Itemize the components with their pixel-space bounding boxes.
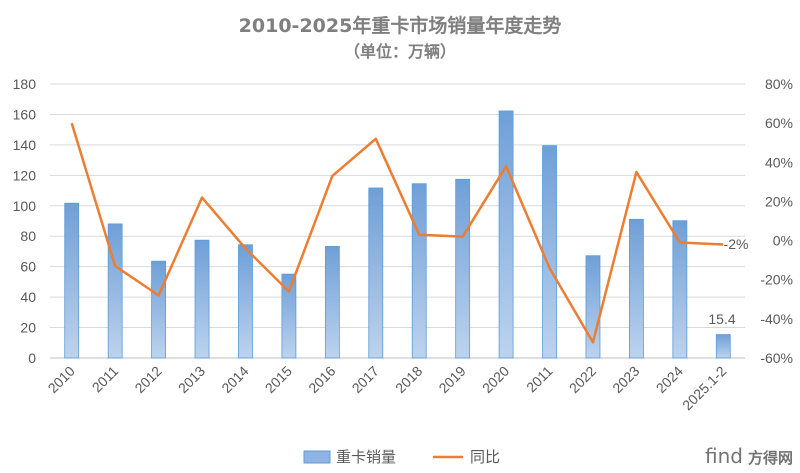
bar: [281, 273, 297, 359]
bar: [498, 110, 514, 359]
x-tick-label: 2016: [305, 363, 338, 396]
y-right-tick-label: 40%: [765, 154, 793, 170]
x-tick-label: 2025.1-2: [679, 363, 730, 414]
x-tick-label: 2011: [523, 363, 556, 396]
legend-line-label: 同比: [470, 448, 500, 466]
x-tick-label: 2017: [349, 363, 382, 396]
y-left-tick-label: 80: [20, 228, 36, 244]
bar: [542, 145, 557, 359]
bar: [715, 334, 731, 359]
y-right-tick-label: -60%: [760, 350, 793, 366]
watermark: find 方得网: [705, 444, 793, 468]
bar: [107, 223, 123, 359]
y-left-tick-label: 40: [20, 289, 36, 305]
bar: [194, 239, 210, 359]
line-path: [70, 122, 724, 344]
bar: [455, 178, 471, 359]
legend-bar-label: 重卡销量: [336, 448, 396, 466]
x-tick-label: 2010: [44, 363, 77, 396]
y-right-tick-label: 20%: [765, 193, 793, 209]
y-right-tick-label: 80%: [765, 76, 793, 92]
y-left-tick-label: 0: [28, 350, 36, 366]
bar: [238, 244, 253, 359]
x-tick-label: 2023: [609, 363, 642, 396]
bar: [324, 246, 340, 359]
y-left-tick-label: 120: [13, 167, 37, 183]
y-left-tick-label: 180: [13, 76, 37, 92]
bar: [411, 183, 427, 359]
legend: 重卡销量 同比: [303, 448, 500, 466]
bar: [64, 202, 80, 359]
watermark-site: 方得网: [748, 449, 793, 467]
y-right-tick-label: 0%: [773, 233, 793, 249]
x-tick-label: 2022: [566, 363, 599, 396]
x-tick-label: 2018: [392, 363, 425, 396]
y-right-tick-label: 60%: [765, 115, 793, 131]
x-tick-label: 2015: [262, 363, 295, 396]
legend-bar-swatch: [303, 450, 331, 464]
y-left-tick-label: 140: [13, 137, 37, 153]
x-tick-label: 2024: [653, 363, 686, 396]
bar: [151, 260, 166, 359]
y-left-tick-label: 60: [20, 259, 36, 275]
bar: [672, 220, 688, 359]
line-series: [70, 122, 724, 344]
data-label-last-line: -2%: [724, 236, 749, 252]
watermark-logo: find: [705, 444, 743, 468]
y-right-tick-label: -20%: [760, 272, 793, 288]
y-left-tick-label: 160: [13, 106, 37, 122]
y-left-tick-label: 100: [13, 198, 37, 214]
y-left-tick-label: 20: [20, 320, 36, 336]
chart-subtitle: （单位：万辆）: [344, 42, 456, 61]
bar: [368, 187, 384, 359]
bar: [629, 218, 644, 359]
bar-series: [64, 110, 731, 359]
x-tick-label: 2020: [479, 363, 512, 396]
left-axis: 0 20 40 60 80 100 120 140 160 180: [13, 76, 37, 366]
x-tick-label: 2011: [89, 363, 122, 396]
x-tick-label: 2012: [131, 363, 164, 396]
x-axis: 2010 2011 2012 2013 2014 2015 2016 2017 2018 2019…: [44, 363, 729, 414]
data-label-last-bar: 15.4: [708, 311, 735, 327]
right-axis: -60% -40% -20% 0% 20% 40% 60% 80%: [760, 76, 793, 366]
y-right-tick-label: -40%: [760, 311, 793, 327]
x-tick-label: 2019: [435, 363, 468, 396]
chart-title: 2010-2025年重卡市场销量年度走势: [239, 14, 562, 37]
x-tick-label: 2013: [175, 363, 208, 396]
x-tick-label: 2014: [218, 363, 251, 396]
